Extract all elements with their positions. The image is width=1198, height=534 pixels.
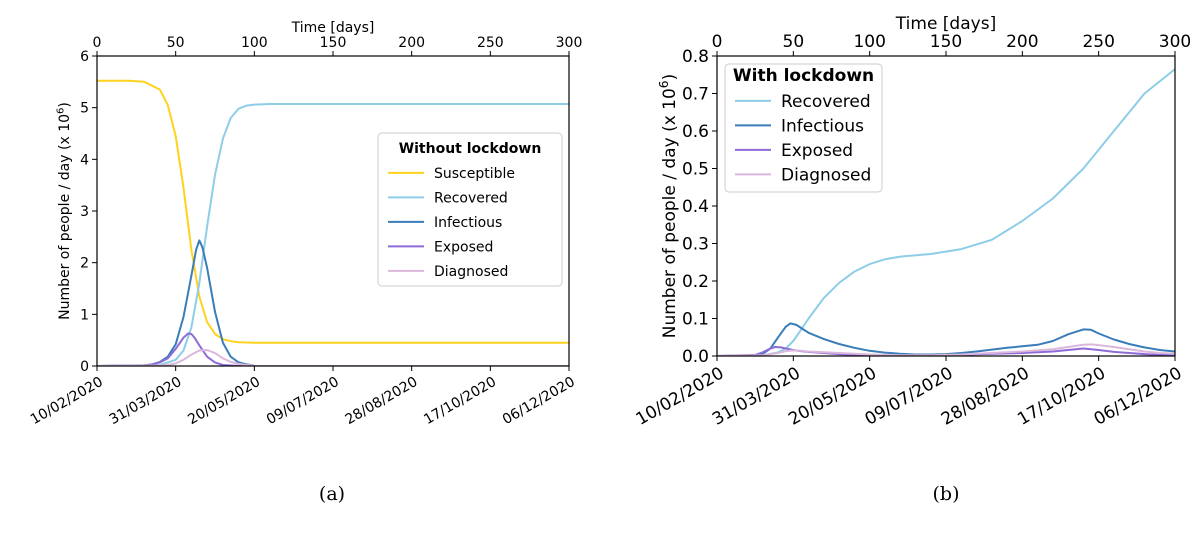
y-axis-label-text: Number of people / day (x 10 — [57, 114, 73, 320]
y-tick-label: 0.5 — [682, 160, 709, 180]
y-tick-label: 1 — [80, 307, 89, 323]
y-axis-label: Number of people / day (x 106) — [657, 74, 680, 338]
series-line-exposed — [97, 332, 569, 366]
legend-label-exposed: Exposed — [781, 141, 853, 161]
y-axis-label-end: ) — [660, 74, 680, 81]
y-axis-label-text: Number of people / day (x 10 — [660, 88, 680, 338]
top-x-tick-label: 150 — [930, 32, 962, 52]
top-x-axis-label: Time [days] — [895, 14, 996, 34]
bottom-x-tick-label: 06/12/2020 — [500, 374, 578, 428]
y-tick-label: 0.4 — [682, 197, 709, 217]
y-tick-label: 3 — [80, 204, 89, 220]
y-axis-label-sup: 6 — [657, 80, 671, 88]
top-x-tick-label: 50 — [167, 35, 185, 51]
top-x-tick-label: 0 — [712, 32, 723, 52]
legend-label-diagnosed: Diagnosed — [781, 166, 871, 186]
y-tick-label: 5 — [80, 101, 89, 117]
bottom-x-tick-label: 20/05/2020 — [185, 374, 263, 428]
bottom-x-tick-label: 28/08/2020 — [343, 374, 421, 428]
legend-label-infectious: Infectious — [434, 215, 502, 231]
bottom-x-tick-label: 31/03/2020 — [107, 374, 185, 428]
series-line-diagnosed — [717, 343, 1175, 356]
series-group — [97, 79, 569, 366]
y-axis-label-end: ) — [57, 102, 73, 107]
series-line-recovered — [717, 68, 1175, 356]
legend: Without lockdown Susceptible Recovered Infe… — [377, 132, 563, 287]
top-x-axis-label: Time [days] — [291, 20, 375, 36]
top-x-tick-label: 300 — [556, 35, 583, 51]
legend-box — [377, 132, 563, 287]
legend-title: With lockdown — [733, 66, 874, 86]
y-tick-label: 0.7 — [682, 85, 709, 105]
series-line-diagnosed — [97, 349, 569, 366]
top-x-tick-label: 200 — [398, 35, 425, 51]
series-line-susceptible — [97, 79, 569, 344]
panel-caption: (b) — [933, 483, 960, 505]
y-tick-label: 4 — [80, 152, 89, 168]
top-x-tick-label: 50 — [783, 32, 805, 52]
top-x-tick-label: 300 — [1159, 32, 1191, 52]
y-tick-label: 0.8 — [682, 47, 709, 67]
y-tick-label: 2 — [80, 256, 89, 272]
y-tick-label: 0.2 — [682, 272, 709, 292]
top-x-tick-label: 100 — [241, 35, 268, 51]
top-x-tick-label: 100 — [853, 32, 885, 52]
y-tick-label: 0 — [80, 359, 89, 375]
y-tick-label: 0.3 — [682, 235, 709, 255]
legend-label-diagnosed: Diagnosed — [434, 264, 508, 280]
legend-label-susceptible: Susceptible — [434, 166, 515, 182]
panel-caption: (a) — [319, 483, 345, 505]
top-x-tick-label: 0 — [93, 35, 102, 51]
top-x-tick-label: 250 — [477, 35, 504, 51]
legend-label-recovered: Recovered — [781, 92, 871, 112]
bottom-x-tick-label: 17/10/2020 — [421, 374, 499, 428]
legend-label-infectious: Infectious — [781, 117, 864, 137]
y-tick-label: 0.0 — [682, 347, 709, 367]
y-axis-label: Number of people / day (x 106) — [55, 102, 73, 320]
legend: With lockdown Recovered Infectious Exposed D… — [724, 63, 883, 193]
y-tick-label: 6 — [80, 49, 89, 65]
legend-title: Without lockdown — [399, 141, 542, 157]
legend-label-recovered: Recovered — [434, 190, 508, 206]
bottom-x-tick-label: 10/02/2020 — [28, 374, 106, 428]
legend-label-exposed: Exposed — [434, 239, 493, 255]
chart-panel-b: 0.0 0.1 0.2 0.3 0.4 0.5 0.6 0.7 0.80 50 100 150 200 2… — [633, 14, 1192, 505]
y-tick-label: 0.1 — [682, 310, 709, 330]
legend-box — [724, 63, 883, 193]
y-axis-label-sup: 6 — [55, 108, 66, 114]
top-x-tick-label: 250 — [1082, 32, 1114, 52]
series-line-recovered — [97, 103, 569, 366]
top-x-tick-label: 200 — [1006, 32, 1038, 52]
top-x-tick-label: 150 — [320, 35, 347, 51]
bottom-x-tick-label: 09/07/2020 — [264, 374, 342, 428]
y-tick-label: 0.6 — [682, 122, 709, 142]
